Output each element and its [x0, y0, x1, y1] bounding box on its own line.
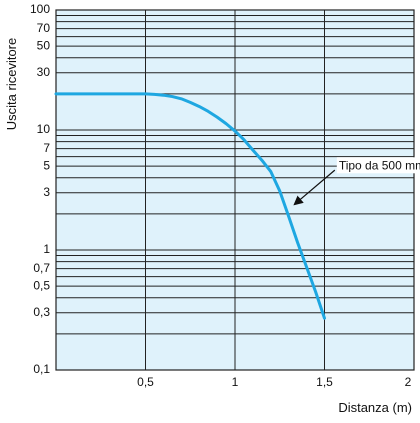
plot-frame [55, 9, 415, 371]
grid-layer [55, 9, 415, 371]
y-axis-title: Uscita ricevitore [4, 38, 19, 130]
annotation-label: Tipo da 500 mm [339, 158, 420, 172]
y-tick-label: 7 [43, 141, 50, 155]
series-line [54, 92, 326, 320]
x-tick-label: 1 [232, 375, 239, 389]
annotation-arrow [293, 169, 336, 206]
x-tick-label: 2 [405, 375, 412, 389]
y-tick-label: 3 [43, 185, 50, 199]
y-tick-label: 70 [37, 21, 51, 35]
x-axis-title: Distanza (m) [338, 400, 412, 415]
x-tick-label: 1,5 [316, 375, 333, 389]
y-tick-label: 0,1 [33, 362, 50, 376]
y-tick-label: 0,7 [33, 261, 50, 275]
y-tick-label: 10 [37, 122, 51, 136]
tick-layer: 0,1 0,3 0,5 0,7 1 3 5 7 10 30 50 70 100 0,5 1 1,5 2 [30, 2, 412, 389]
y-tick-label: 5 [43, 158, 50, 172]
y-tick-label: 0,3 [33, 305, 50, 319]
y-tick-label: 30 [37, 65, 51, 79]
series-layer [54, 92, 326, 320]
x-tick-label: 0,5 [137, 375, 154, 389]
y-tick-label: 0,5 [33, 278, 50, 292]
y-tick-label: 1 [43, 242, 50, 256]
y-tick-label: 50 [37, 38, 51, 52]
annotation-layer: Tipo da 500 mm [293, 157, 420, 206]
annotation-label-background [336, 157, 420, 174]
y-tick-label: 100 [30, 2, 50, 16]
